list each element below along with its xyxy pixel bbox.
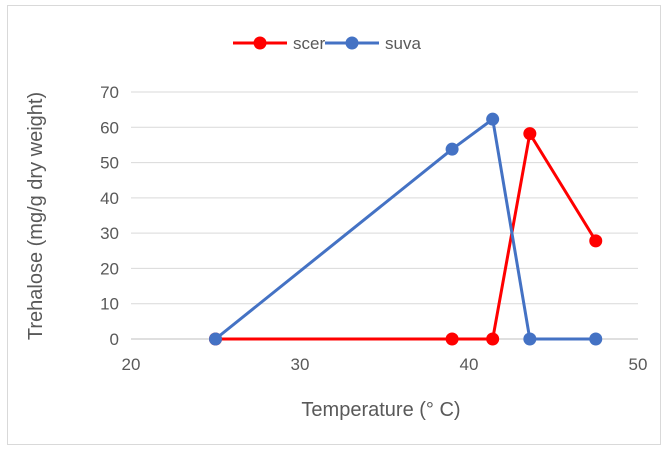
series-scer xyxy=(209,127,603,346)
y-axis-ticks: 0 10 20 30 40 50 60 70 xyxy=(100,83,119,349)
data-point-scer xyxy=(486,332,500,346)
y-tick-label: 0 xyxy=(110,330,119,349)
data-point-suva xyxy=(445,142,459,156)
y-tick-label: 70 xyxy=(100,83,119,102)
chart-frame xyxy=(7,5,661,445)
legend: scer suva xyxy=(233,34,421,53)
series-suva xyxy=(209,112,603,346)
legend-swatch-marker xyxy=(345,36,359,50)
x-tick-label: 30 xyxy=(291,355,310,374)
data-point-scer xyxy=(445,332,459,346)
y-axis-title: Trehalose (mg/g dry weight) xyxy=(25,92,47,340)
data-point-suva xyxy=(209,332,222,346)
data-point-suva xyxy=(486,112,500,126)
legend-swatch-marker xyxy=(253,36,267,50)
x-axis-ticks: 20 30 40 50 xyxy=(122,355,648,374)
data-point-suva xyxy=(589,332,603,346)
legend-item-suva: suva xyxy=(325,34,421,53)
x-tick-label: 40 xyxy=(460,355,479,374)
gridlines xyxy=(131,91,638,340)
y-tick-label: 10 xyxy=(100,295,119,314)
y-tick-label: 50 xyxy=(100,154,119,173)
y-tick-label: 30 xyxy=(100,224,119,243)
x-axis-title: Temperature (° C) xyxy=(301,399,460,421)
data-point-scer xyxy=(523,127,537,141)
series-line-scer xyxy=(215,132,598,341)
y-tick-label: 60 xyxy=(100,118,119,137)
legend-label: scer xyxy=(293,34,325,53)
x-tick-label: 50 xyxy=(629,355,648,374)
x-tick-label: 20 xyxy=(122,355,141,374)
data-point-suva xyxy=(523,332,537,346)
legend-item-scer: scer xyxy=(233,34,325,53)
series-layer xyxy=(209,112,603,346)
legend-label: suva xyxy=(385,34,421,53)
y-tick-label: 40 xyxy=(100,189,119,208)
data-point-scer xyxy=(589,234,603,248)
series-line-suva xyxy=(214,117,596,341)
y-tick-label: 20 xyxy=(100,259,119,278)
